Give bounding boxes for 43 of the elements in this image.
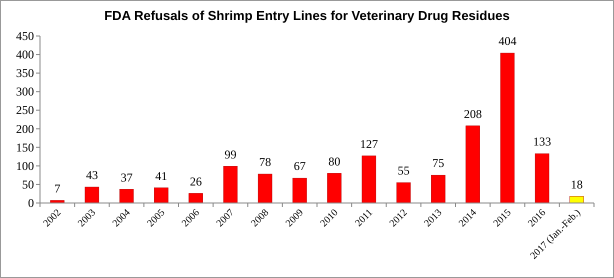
data-label: 78 xyxy=(259,155,272,170)
y-tick-label: 0 xyxy=(28,196,34,210)
bar xyxy=(292,178,307,204)
data-label: 41 xyxy=(155,168,168,183)
data-label: 18 xyxy=(570,177,583,192)
bar xyxy=(570,196,584,204)
data-label: 75 xyxy=(432,156,444,170)
bar xyxy=(119,189,134,204)
data-label: 7 xyxy=(54,181,60,196)
data-label: 127 xyxy=(360,136,378,151)
bar xyxy=(431,174,446,204)
x-tick-label: 2011 xyxy=(353,207,376,230)
bar xyxy=(223,166,238,204)
data-label: 26 xyxy=(190,174,202,188)
y-tick-label: 50 xyxy=(22,177,34,192)
y-tick-label: 450 xyxy=(16,29,34,43)
y-tick-label: 200 xyxy=(16,122,34,136)
bar xyxy=(154,188,168,204)
data-label: 208 xyxy=(464,106,482,121)
data-label: 99 xyxy=(224,147,236,162)
data-label: 37 xyxy=(120,170,133,184)
data-label: 43 xyxy=(86,168,98,182)
y-tick-label: 300 xyxy=(16,84,34,99)
data-label: 80 xyxy=(328,154,340,168)
y-tick-label: 250 xyxy=(16,103,34,118)
bar xyxy=(466,126,480,204)
bar xyxy=(188,193,203,204)
data-label: 133 xyxy=(533,134,552,149)
data-label: 55 xyxy=(398,164,410,178)
data-label: 404 xyxy=(498,34,516,48)
bar xyxy=(362,156,376,204)
bar xyxy=(500,52,515,204)
data-label: 67 xyxy=(294,159,306,174)
bar xyxy=(84,186,100,204)
y-tick-label: 400 xyxy=(16,48,34,62)
y-tick-label: 350 xyxy=(16,66,34,80)
bar xyxy=(327,173,342,204)
bar xyxy=(258,174,272,204)
bar xyxy=(396,182,411,204)
y-tick-label: 150 xyxy=(16,140,34,154)
bar xyxy=(534,153,550,204)
chart-title: FDA Refusals of Shrimp Entry Lines for Veterinary Drug Residues xyxy=(104,8,510,23)
y-tick-label: 100 xyxy=(16,158,34,173)
